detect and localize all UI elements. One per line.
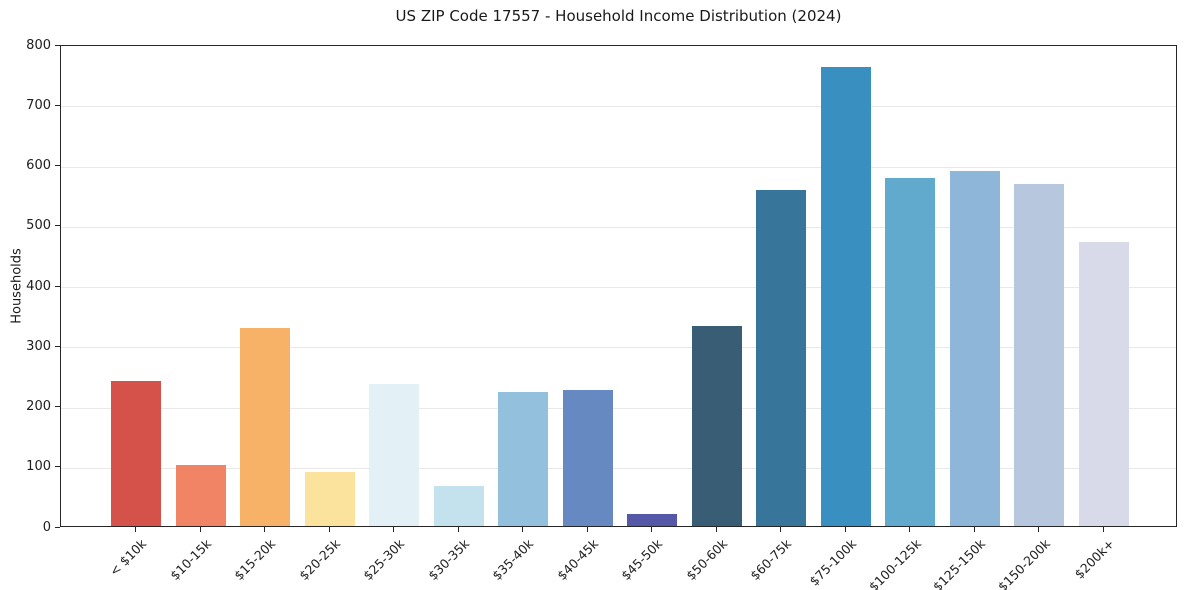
x-tick-label-8: $45-50k [618,536,666,584]
y-tick-label-800: 800 [26,37,51,53]
x-tick-mark-14 [1038,527,1039,532]
x-tick-label-3: $20-25k [296,536,344,584]
x-tick-mark-9 [715,527,717,532]
x-tick-mark-5 [457,527,459,532]
x-tick-label-4: $25-30k [360,536,408,584]
gridline-700 [61,106,1176,108]
x-tick-mark-8 [651,527,652,532]
x-tick-mark-13 [973,527,975,532]
x-tick-mark-6 [522,527,523,532]
x-tick-mark-2 [264,527,265,532]
y-tick-mark-400 [55,285,60,287]
y-tick-mark-100 [55,466,60,468]
x-tick-label-10: $60-75k [747,536,795,584]
gridline-300 [61,347,1176,349]
x-tick-label-5: $30-35k [425,536,473,584]
y-tick-label-600: 600 [26,158,51,173]
bar-6 [498,392,548,526]
x-tick-label-7: $40-45k [554,536,602,584]
bar-4 [369,384,419,526]
bar-2 [240,328,290,526]
x-tick-mark-0 [135,527,136,532]
gridline-200 [61,407,1176,409]
x-tick-mark-12 [909,527,910,532]
x-tick-mark-15 [1102,527,1104,532]
plot-area [60,45,1177,527]
y-tick-mark-0 [55,526,60,528]
x-tick-mark-10 [780,527,781,532]
bar-14 [1014,184,1064,526]
y-tick-mark-500 [55,225,60,227]
x-tick-label-12: $100-125k [865,536,924,590]
gridline-500 [61,226,1176,228]
x-tick-label-1: $10-15k [167,536,215,584]
y-tick-mark-300 [55,345,60,347]
y-tick-label-100: 100 [26,459,51,475]
y-tick-label-500: 500 [26,218,51,234]
x-tick-mark-1 [199,527,201,532]
y-tick-mark-700 [55,104,60,106]
bar-1 [175,465,226,526]
x-tick-label-15: $200k+ [1071,536,1118,582]
x-tick-label-11: $75-100k [806,536,860,589]
gridline-600 [61,166,1176,168]
chart-title: US ZIP Code 17557 - Household Income Dis… [395,7,842,25]
bar-15 [1078,241,1129,526]
x-tick-label-9: $50-60k [683,536,731,584]
y-tick-label-0: 0 [42,519,51,535]
bar-0 [111,381,161,526]
x-tick-label-2: $15-20k [231,536,279,584]
bar-11 [820,66,871,526]
y-tick-mark-600 [55,165,60,166]
bar-13 [949,170,1000,526]
y-tick-mark-800 [55,44,60,46]
x-tick-mark-7 [586,527,588,532]
y-tick-mark-200 [55,406,60,407]
y-tick-label-700: 700 [26,97,51,113]
y-tick-label-200: 200 [26,399,51,414]
y-tick-label-300: 300 [26,338,51,354]
x-tick-label-14: $150-200k [994,536,1053,590]
x-tick-label-6: $35-40k [489,536,537,584]
bar-7 [562,390,613,526]
x-tick-label-0: < $10k [106,536,150,579]
y-tick-label-400: 400 [26,278,51,294]
bar-5 [433,485,484,526]
x-tick-label-13: $125-150k [929,536,989,590]
bar-12 [885,177,935,526]
bar-3 [304,472,355,526]
x-tick-mark-11 [844,527,846,532]
x-tick-mark-3 [328,527,330,532]
gridline-100 [61,467,1176,469]
x-tick-mark-4 [393,527,394,532]
bar-8 [627,513,677,526]
bar-10 [756,190,806,526]
gridline-400 [61,287,1176,288]
bar-9 [691,325,742,526]
